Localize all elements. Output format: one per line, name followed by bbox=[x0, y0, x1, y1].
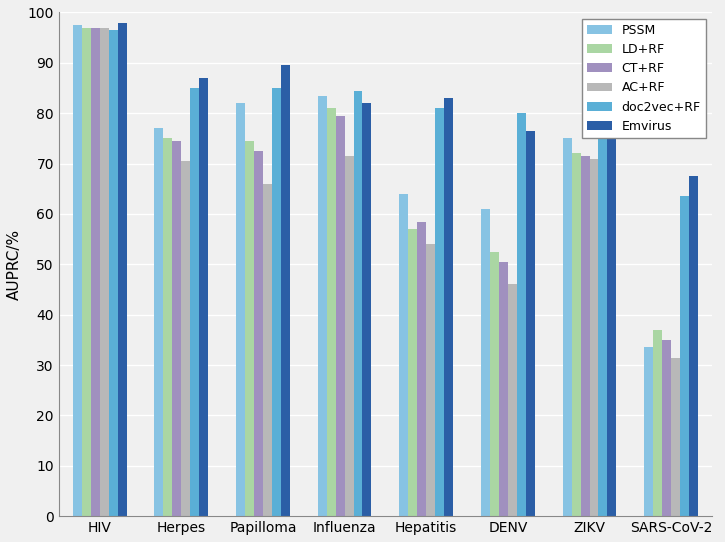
Bar bbox=[99, 28, 109, 516]
Bar bbox=[517, 113, 526, 516]
Bar bbox=[499, 262, 507, 516]
Bar bbox=[653, 330, 662, 516]
Bar bbox=[435, 108, 444, 516]
Bar bbox=[281, 66, 290, 516]
Bar bbox=[336, 115, 344, 516]
Bar bbox=[318, 95, 326, 516]
Bar bbox=[272, 88, 281, 516]
Bar bbox=[408, 229, 417, 516]
Bar bbox=[671, 358, 680, 516]
Y-axis label: AUPRC/%: AUPRC/% bbox=[7, 229, 22, 300]
Bar bbox=[117, 23, 126, 516]
Bar bbox=[417, 222, 426, 516]
Bar bbox=[645, 347, 653, 516]
Bar bbox=[481, 209, 490, 516]
Bar bbox=[589, 158, 598, 516]
Bar bbox=[199, 78, 208, 516]
Bar bbox=[354, 91, 362, 516]
Bar bbox=[444, 98, 453, 516]
Bar bbox=[163, 138, 173, 516]
Bar bbox=[608, 136, 616, 516]
Legend: PSSM, LD+RF, CT+RF, AC+RF, doc2vec+RF, Emvirus: PSSM, LD+RF, CT+RF, AC+RF, doc2vec+RF, E… bbox=[581, 18, 705, 138]
Bar bbox=[190, 88, 199, 516]
Bar bbox=[662, 340, 671, 516]
Bar bbox=[326, 108, 336, 516]
Bar bbox=[82, 28, 91, 516]
Bar bbox=[173, 141, 181, 516]
Bar bbox=[571, 153, 581, 516]
Bar bbox=[245, 141, 254, 516]
Bar bbox=[598, 138, 608, 516]
Bar bbox=[526, 131, 535, 516]
Bar bbox=[680, 196, 689, 516]
Bar bbox=[581, 156, 589, 516]
Bar bbox=[689, 176, 698, 516]
Bar bbox=[507, 285, 517, 516]
Bar bbox=[154, 128, 163, 516]
Bar bbox=[109, 30, 117, 516]
Bar bbox=[426, 244, 435, 516]
Bar bbox=[563, 138, 571, 516]
Bar bbox=[362, 103, 371, 516]
Bar bbox=[91, 28, 99, 516]
Bar bbox=[490, 251, 499, 516]
Bar bbox=[254, 151, 263, 516]
Bar bbox=[344, 156, 354, 516]
Bar bbox=[399, 194, 408, 516]
Bar bbox=[236, 103, 245, 516]
Bar bbox=[72, 25, 82, 516]
Bar bbox=[181, 161, 190, 516]
Bar bbox=[263, 184, 272, 516]
